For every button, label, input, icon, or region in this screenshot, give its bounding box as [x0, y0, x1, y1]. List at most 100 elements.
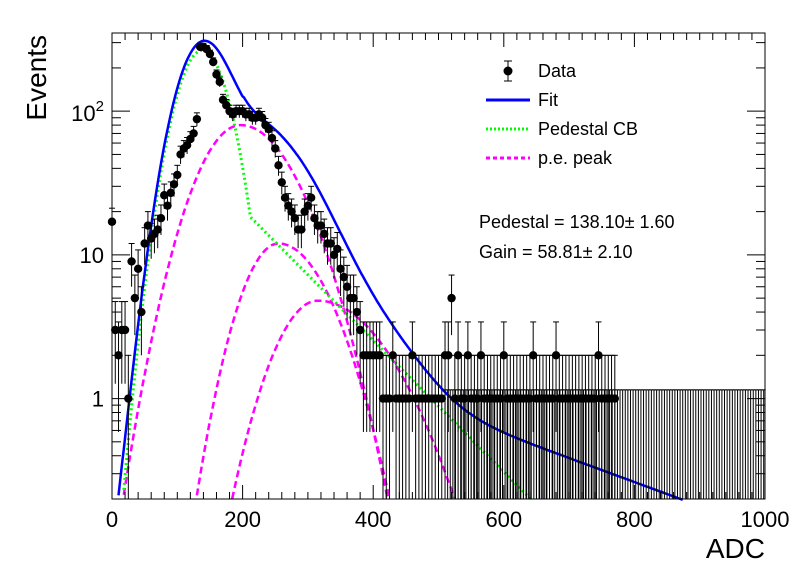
x-axis: 0 200 400 600 800 1000: [106, 33, 790, 532]
data-marker: [189, 129, 198, 138]
data-marker: [163, 201, 172, 210]
data-point-zero: [743, 389, 748, 499]
data-point-zero: [537, 389, 542, 499]
data-point-zero: [727, 389, 732, 499]
data-marker: [120, 325, 130, 335]
pe-peak-1-curve: [122, 123, 389, 500]
data-point-zero: [482, 389, 487, 499]
data-point: [173, 164, 182, 187]
data-point: [528, 321, 538, 432]
data-marker: [137, 307, 146, 317]
data-point-zero: [479, 389, 484, 499]
pedestal-cb-curve: [122, 48, 533, 501]
y-axis-title: Events: [21, 35, 52, 121]
data-marker: [306, 193, 316, 202]
x-tick-label: 1000: [741, 507, 790, 532]
data-point-zero: [738, 389, 743, 499]
data-marker: [388, 351, 397, 360]
data-point-zero: [453, 389, 458, 499]
legend-label: Fit: [538, 90, 558, 110]
data-point-zero: [699, 389, 704, 499]
data-marker: [437, 394, 446, 403]
data-point-zero: [620, 389, 625, 499]
data-marker: [333, 244, 342, 254]
y-tick-label: 102: [71, 98, 104, 126]
data-point-zero: [646, 389, 651, 499]
data-marker: [271, 144, 280, 153]
data-point-zero: [628, 389, 633, 499]
data-point-zero: [443, 389, 448, 499]
x-tick-label: 600: [485, 507, 522, 532]
data-point-zero: [584, 389, 589, 499]
legend-label: Data: [538, 61, 577, 81]
data-point-zero: [759, 389, 764, 499]
data-marker: [173, 170, 182, 180]
data-marker: [274, 161, 283, 170]
data-point-zero: [654, 389, 659, 499]
data-marker: [591, 394, 600, 403]
data-point-zero: [685, 389, 690, 499]
data-point: [326, 227, 335, 265]
data-marker: [140, 239, 149, 248]
x-axis-title: ADC: [706, 533, 765, 564]
data-point-zero: [675, 389, 680, 499]
data-point: [375, 321, 384, 432]
data-marker: [385, 394, 394, 403]
data-point-zero: [518, 389, 523, 499]
data-marker: [473, 394, 482, 403]
data-point-zero: [753, 389, 758, 499]
data-point: [274, 155, 283, 176]
data-marker: [349, 293, 358, 303]
data-point: [352, 286, 362, 356]
data-marker: [290, 213, 300, 223]
data-marker: [408, 351, 417, 360]
data-point-zero: [466, 389, 471, 499]
data-marker: [205, 49, 215, 59]
data-point: [189, 125, 198, 142]
data-point: [476, 321, 486, 432]
data-marker: [277, 178, 286, 187]
data-point-zero: [732, 389, 737, 499]
data-point-zero: [649, 389, 654, 499]
data-point-zero: [618, 389, 623, 499]
data-point-zero: [735, 389, 740, 499]
y-tick-exponent: 2: [96, 98, 104, 115]
data-marker: [209, 57, 218, 67]
data-point-zero: [471, 389, 476, 499]
data-point: [133, 249, 143, 297]
data-point-zero: [672, 389, 677, 499]
data-marker: [182, 140, 192, 150]
data-point-zero: [469, 389, 474, 499]
data-point-zero: [665, 389, 670, 499]
data-point-zero: [589, 389, 594, 499]
data-point-zero: [610, 389, 615, 499]
data-point-zero: [746, 389, 751, 499]
fit-stat-pedestal: Pedestal = 138.10± 1.60: [479, 212, 675, 232]
legend: Data Fit Pedestal CB p.e. peak: [486, 60, 638, 168]
data-point-zero: [696, 389, 701, 499]
data-point-zero: [704, 389, 709, 499]
data-marker: [476, 351, 486, 360]
data-marker: [257, 113, 267, 122]
data-point: [336, 249, 345, 297]
data-point-zero: [563, 389, 568, 499]
data-point-zero: [560, 389, 565, 499]
data-marker: [130, 293, 140, 303]
legend-label: Pedestal CB: [538, 119, 638, 139]
data-marker: [404, 394, 414, 403]
legend-entry: Data: [503, 60, 577, 82]
data-point-zero: [701, 389, 706, 499]
data-point: [385, 354, 394, 499]
x-tick-label: 0: [106, 507, 118, 532]
data-point: [388, 321, 397, 432]
data-marker: [375, 351, 384, 360]
data-point-zero: [602, 389, 607, 499]
data-marker: [320, 229, 329, 239]
data-point-zero: [597, 389, 602, 499]
data-point-zero: [576, 389, 581, 499]
data-point-zero: [756, 389, 761, 499]
pe-peak-2-curve: [195, 242, 391, 497]
data-point: [339, 256, 349, 307]
data-point: [320, 218, 329, 254]
fit-stat-gain: Gain = 58.81± 2.10: [479, 242, 633, 262]
